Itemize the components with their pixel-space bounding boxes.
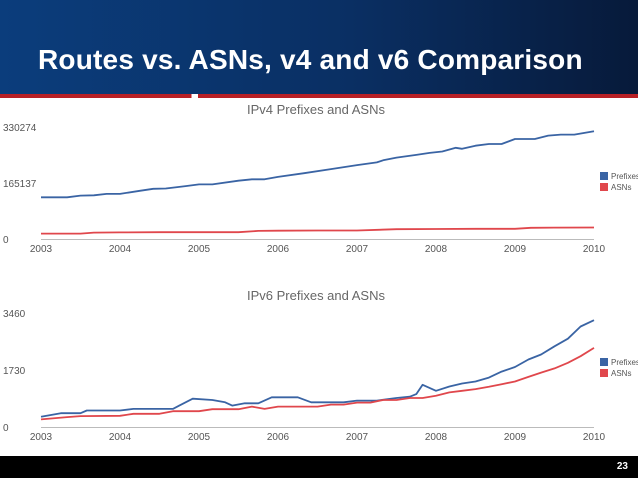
chart1-xtick-label: 2009 [504, 244, 527, 255]
chart2-xtick-label: 2009 [504, 432, 527, 443]
chart2-ytick-label: 3460 [3, 309, 26, 320]
chart1-legend-label-asns: ASNs [611, 183, 631, 192]
chart1-ytick-label: 330274 [3, 123, 37, 134]
charts-svg: IPv4 Prefixes and ASNs 0 165137 330274 2003 2… [3, 102, 638, 443]
slide-title: Routes vs. ASNs, v4 and v6 Comparison [38, 44, 583, 75]
chart2-legend-swatch-asns [600, 369, 608, 377]
chart1-xtick-label: 2006 [267, 244, 290, 255]
chart1-ytick-label: 165137 [3, 179, 37, 190]
chart2-xtick-label: 2005 [188, 432, 211, 443]
chart2-series-prefixes [40, 319, 595, 418]
chart2-legend-label-prefixes: Prefixes [611, 358, 638, 367]
chart2-xtick-label: 2003 [30, 432, 53, 443]
page-number: 23 [616, 461, 628, 472]
chart2-xtick-label: 2006 [267, 432, 290, 443]
slide-header [0, 0, 638, 98]
chart1-legend-swatch-asns [600, 183, 608, 191]
chart1-series-asns [41, 226, 595, 235]
chart1-legend-swatch-prefixes [600, 172, 608, 180]
chart2-ytick-label: 1730 [3, 366, 26, 377]
chart-area: IPv4 Prefixes and ASNs 0 165137 330274 2003 2… [0, 98, 638, 456]
chart1-xtick-label: 2008 [425, 244, 448, 255]
chart1-legend-label-prefixes: Prefixes [611, 172, 638, 181]
chart2-series-asns [40, 347, 595, 421]
chart2-title: IPv6 Prefixes and ASNs [247, 288, 386, 303]
chart2-legend-swatch-prefixes [600, 358, 608, 366]
chart1-xtick-label: 2005 [188, 244, 211, 255]
chart1-xtick-label: 2003 [30, 244, 53, 255]
chart1-xtick-label: 2007 [346, 244, 369, 255]
chart2-xtick-label: 2008 [425, 432, 448, 443]
chart2-xtick-label: 2004 [109, 432, 132, 443]
chart1-ytick-label: 0 [3, 235, 9, 246]
chart1-xtick-label: 2004 [109, 244, 132, 255]
chart2-xtick-label: 2010 [583, 432, 606, 443]
chart2-ytick-label: 0 [3, 423, 9, 434]
chart1-xtick-label: 2010 [583, 244, 606, 255]
chart1-series-prefixes [41, 130, 595, 199]
chart1-title: IPv4 Prefixes and ASNs [247, 102, 386, 117]
chart2-legend-label-asns: ASNs [611, 369, 631, 378]
header-accent-line [0, 94, 638, 98]
slide-footer: 23 [0, 456, 638, 478]
chart2-xtick-label: 2007 [346, 432, 369, 443]
